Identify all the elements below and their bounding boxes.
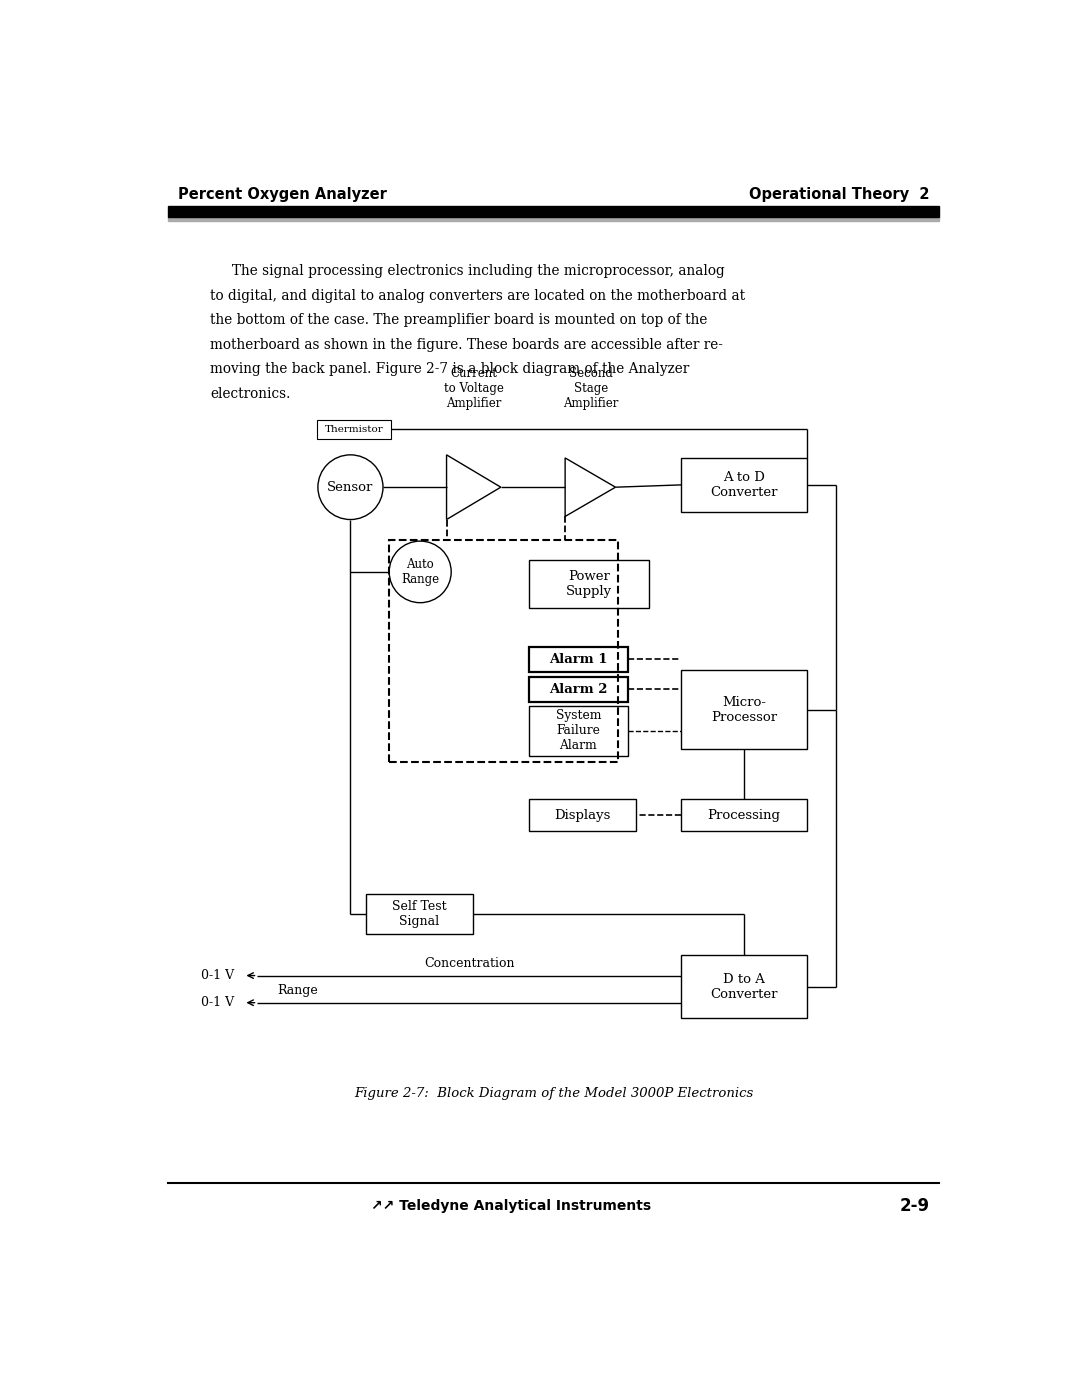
- Bar: [529, 560, 649, 608]
- Bar: [529, 647, 627, 672]
- Text: Concentration: Concentration: [424, 957, 515, 970]
- Text: motherboard as shown in the figure. These boards are accessible after re-: motherboard as shown in the figure. Thes…: [211, 338, 723, 352]
- Text: Percent Oxygen Analyzer: Percent Oxygen Analyzer: [177, 187, 387, 203]
- Text: Figure 2-7:  Block Diagram of the Model 3000P Electronics: Figure 2-7: Block Diagram of the Model 3…: [354, 1087, 753, 1099]
- Text: System
Failure
Alarm: System Failure Alarm: [555, 710, 602, 753]
- Text: Operational Theory  2: Operational Theory 2: [748, 187, 930, 203]
- Text: Second
Stage
Amplifier: Second Stage Amplifier: [563, 367, 619, 411]
- Text: Auto
Range: Auto Range: [401, 557, 440, 585]
- Text: 2-9: 2-9: [900, 1197, 930, 1215]
- Circle shape: [318, 455, 383, 520]
- Bar: [318, 420, 391, 439]
- Bar: [529, 799, 636, 831]
- Text: electronics.: electronics.: [211, 387, 291, 401]
- Bar: [681, 956, 807, 1018]
- Bar: [681, 671, 807, 749]
- Text: Power
Supply: Power Supply: [566, 570, 612, 598]
- Bar: [366, 894, 473, 933]
- Text: A to D
Converter: A to D Converter: [711, 471, 778, 499]
- Text: Self Test
Signal: Self Test Signal: [392, 900, 447, 928]
- Bar: [681, 458, 807, 511]
- Bar: [167, 207, 940, 217]
- Text: Alarm 1: Alarm 1: [549, 652, 608, 666]
- Bar: [389, 541, 618, 763]
- Text: Sensor: Sensor: [327, 481, 374, 493]
- Text: Range: Range: [276, 985, 318, 997]
- Text: the bottom of the case. The preamplifier board is mounted on top of the: the bottom of the case. The preamplifier…: [211, 313, 707, 327]
- Text: 0-1 V: 0-1 V: [201, 996, 234, 1009]
- Bar: [529, 676, 627, 703]
- Bar: [681, 799, 807, 831]
- Text: D to A
Converter: D to A Converter: [711, 972, 778, 1000]
- Circle shape: [389, 541, 451, 602]
- Text: ↗↗ Teledyne Analytical Instruments: ↗↗ Teledyne Analytical Instruments: [370, 1200, 651, 1214]
- Bar: [167, 217, 940, 221]
- Text: Displays: Displays: [554, 809, 610, 821]
- Text: The signal processing electronics including the microprocessor, analog: The signal processing electronics includ…: [211, 264, 725, 278]
- Text: Micro-
Processor: Micro- Processor: [711, 696, 778, 724]
- Text: to digital, and digital to analog converters are located on the motherboard at: to digital, and digital to analog conver…: [211, 289, 745, 303]
- Text: Processing: Processing: [707, 809, 781, 821]
- Text: Thermistor: Thermistor: [325, 425, 383, 434]
- Text: Current
to Voltage
Amplifier: Current to Voltage Amplifier: [444, 367, 503, 411]
- Bar: [529, 705, 627, 756]
- Text: 0-1 V: 0-1 V: [201, 970, 234, 982]
- Text: Alarm 2: Alarm 2: [549, 683, 608, 696]
- Text: moving the back panel. Figure 2-7 is a block diagram of the Analyzer: moving the back panel. Figure 2-7 is a b…: [211, 362, 689, 376]
